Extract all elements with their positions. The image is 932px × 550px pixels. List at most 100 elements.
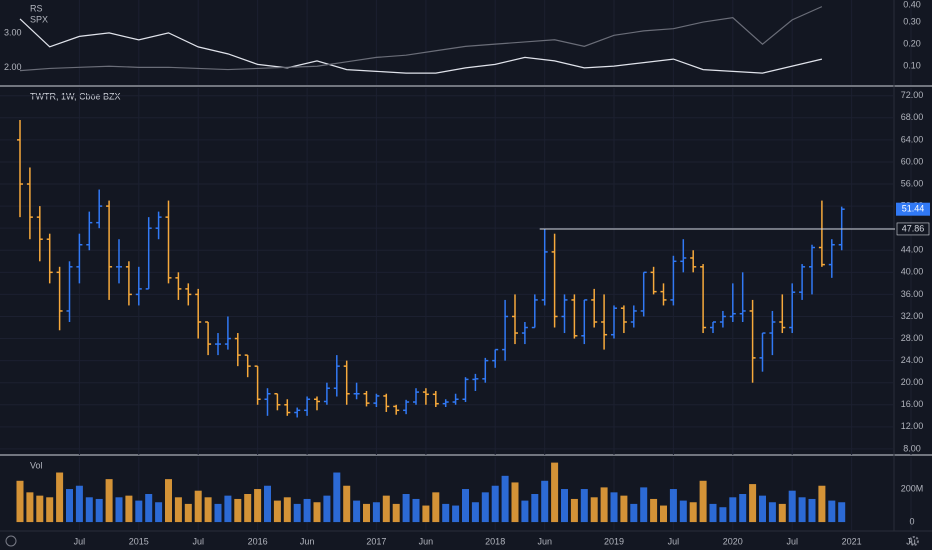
- x-tick-label: 2018: [485, 536, 505, 546]
- volume-bar: [808, 498, 816, 523]
- y-tick-label: 28.00: [901, 333, 924, 343]
- x-tick-label: 2017: [366, 536, 386, 546]
- y-tick-label: 56.00: [901, 178, 924, 188]
- y-tick-label: 68.00: [901, 112, 924, 122]
- volume-bar: [392, 503, 400, 523]
- volume-bar: [372, 502, 380, 523]
- volume-bar: [541, 480, 549, 523]
- volume-bar: [491, 485, 499, 523]
- settings-icon[interactable]: [909, 536, 919, 546]
- volume-bar: [105, 479, 113, 523]
- volume-bar: [590, 497, 598, 523]
- x-tick-label: Ju: [906, 536, 916, 546]
- volume-bar: [481, 492, 489, 523]
- volume-bar: [36, 495, 44, 523]
- x-tick-label: 2016: [248, 536, 268, 546]
- y-tick-label: 200M: [901, 483, 924, 493]
- price-line-label: 47.86: [902, 223, 925, 233]
- volume-bar: [650, 498, 658, 523]
- x-tick-label: Jul: [192, 536, 204, 546]
- last-price-label: 51.44: [902, 204, 925, 214]
- y-tick-label: 0: [909, 516, 914, 526]
- volume-bar: [818, 485, 826, 523]
- y-tick-label: 16.00: [901, 399, 924, 409]
- volume-bar: [699, 480, 707, 523]
- x-tick-label: Jul: [786, 536, 798, 546]
- volume-bar: [452, 505, 460, 523]
- price-line-label-bg: [896, 222, 930, 236]
- volume-bar: [432, 492, 440, 523]
- y2-tick-label: 0.10: [903, 61, 921, 71]
- volume-bar: [759, 495, 766, 523]
- volume-bar: [26, 492, 34, 523]
- volume-bar: [630, 503, 638, 523]
- volume-bar: [343, 485, 351, 523]
- volume-bar: [95, 498, 103, 523]
- volume-bar: [471, 502, 479, 523]
- x-tick-label: Jun: [300, 536, 315, 546]
- volume-bar: [828, 500, 836, 523]
- volume-bar: [669, 489, 677, 523]
- volume-bar: [620, 495, 628, 523]
- volume-bar: [224, 495, 232, 523]
- volume-bar: [798, 497, 806, 523]
- volume-bar: [323, 495, 331, 523]
- x-tick-label: 2015: [129, 536, 149, 546]
- volume-bar: [115, 497, 123, 523]
- volume-bar: [165, 479, 172, 523]
- volume-bar: [511, 482, 519, 523]
- y-tick-label: 3.00: [4, 27, 22, 37]
- volume-bar: [749, 484, 757, 523]
- y-tick-label: 60.00: [901, 156, 924, 166]
- x-tick-label: Jul: [668, 536, 680, 546]
- volume-bar: [353, 500, 361, 523]
- volume-bar: [729, 497, 737, 523]
- zoom-icon[interactable]: [5, 535, 17, 547]
- y-tick-label: 64.00: [901, 134, 924, 144]
- volume-bar: [600, 487, 608, 523]
- volume-bar: [788, 490, 796, 523]
- volume-bar: [363, 503, 370, 523]
- x-tick-label: Jun: [537, 536, 552, 546]
- last-price-bg: [896, 202, 930, 216]
- legend-entry: RS: [30, 3, 43, 13]
- volume-bar: [244, 493, 252, 523]
- volume-bar: [739, 493, 747, 523]
- volume-bar: [640, 487, 648, 523]
- volume-bar: [501, 475, 509, 523]
- volume-bar: [412, 498, 420, 523]
- volume-bar: [66, 489, 73, 523]
- volume-bar: [264, 485, 271, 523]
- volume-bar: [234, 498, 242, 523]
- volume-bar: [551, 462, 559, 523]
- y2-tick-label: 0.20: [903, 39, 921, 49]
- volume-bar: [145, 493, 153, 523]
- volume-bar: [709, 503, 717, 523]
- rs-line: [19, 18, 823, 74]
- volume-bar: [293, 503, 301, 523]
- symbol-title: TWTR, 1W, Cboe BZX: [30, 91, 121, 101]
- volume-bar: [561, 489, 568, 523]
- volume-bar: [303, 498, 311, 523]
- volume-bar: [660, 505, 667, 523]
- volume-bar: [778, 503, 786, 523]
- volume-bar: [333, 472, 341, 523]
- volume-bar: [313, 502, 321, 523]
- volume-bar: [194, 490, 202, 523]
- volume-bar: [135, 500, 143, 523]
- volume-bar: [462, 489, 469, 523]
- x-tick-label: 2019: [604, 536, 624, 546]
- volume-bar: [125, 495, 133, 523]
- y-tick-label: 36.00: [901, 289, 924, 299]
- volume-bar: [689, 502, 697, 523]
- volume-bar: [719, 507, 727, 523]
- y-tick-label: 40.00: [901, 267, 924, 277]
- y-tick-label: 8.00: [903, 443, 921, 453]
- volume-bar: [85, 497, 93, 523]
- volume-bar: [75, 485, 83, 523]
- x-tick-label: Jun: [419, 536, 434, 546]
- volume-bar: [56, 472, 64, 523]
- y-tick-label: 32.00: [901, 311, 924, 321]
- y-tick-label: 72.00: [901, 90, 924, 100]
